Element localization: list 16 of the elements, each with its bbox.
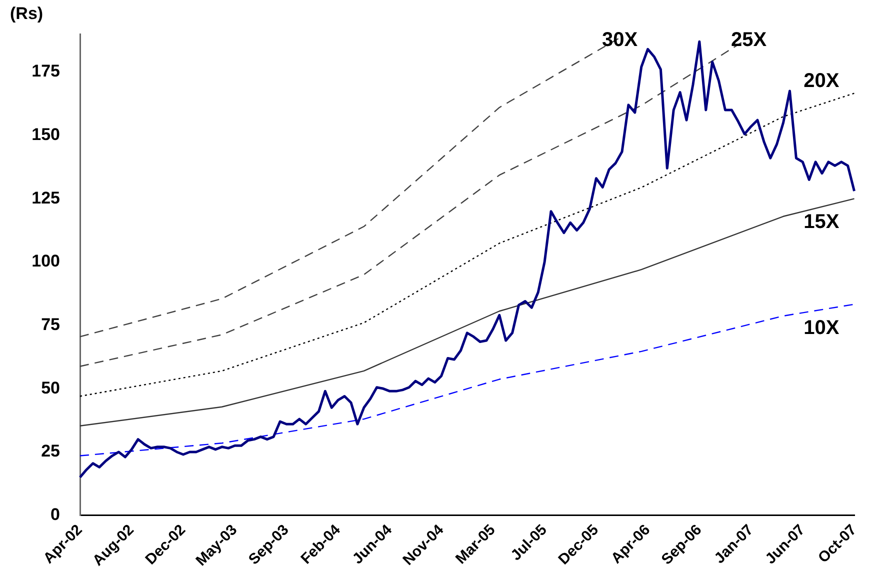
series-label: 10X bbox=[804, 316, 840, 339]
y-tick-label: 75 bbox=[41, 315, 60, 334]
y-tick-label: 125 bbox=[32, 188, 60, 208]
y-tick-label: 175 bbox=[32, 62, 60, 81]
line-series bbox=[79, 92, 855, 397]
y-axis-title: (Rs) bbox=[10, 4, 44, 24]
series-label: 30X bbox=[602, 29, 638, 52]
series-label: 25X bbox=[731, 29, 768, 52]
y-tick-label: 25 bbox=[41, 442, 60, 461]
line-series bbox=[79, 304, 855, 456]
y-tick-label: 100 bbox=[32, 252, 60, 271]
series-label: 20X bbox=[804, 70, 840, 92]
y-tick-label: 150 bbox=[32, 125, 60, 144]
series-label: 15X bbox=[804, 211, 840, 234]
y-tick-label: 50 bbox=[41, 378, 60, 398]
y-tick-label: 0 bbox=[50, 504, 60, 524]
